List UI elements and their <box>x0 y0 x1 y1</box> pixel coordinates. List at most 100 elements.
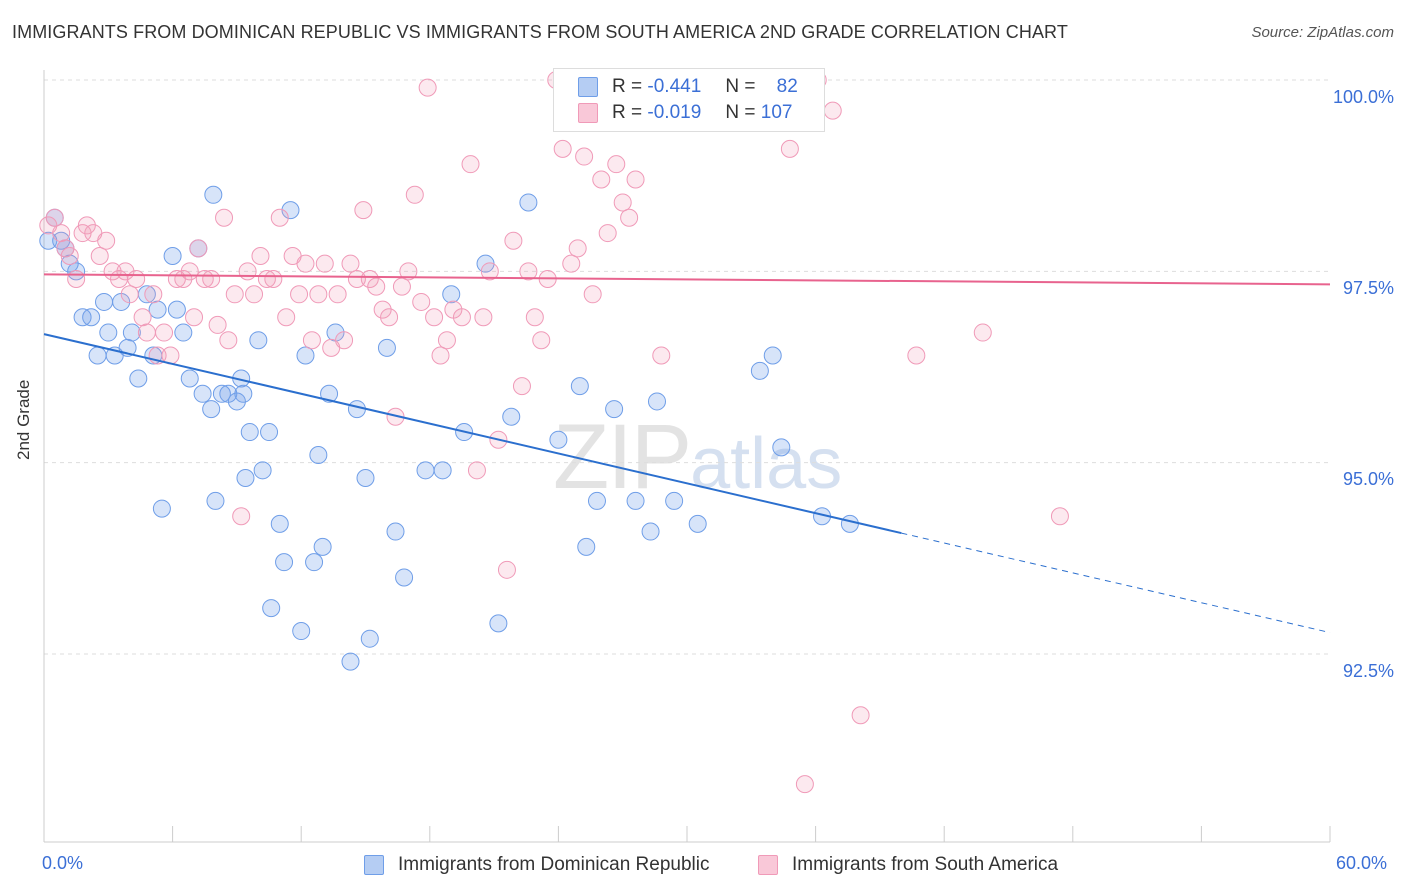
point-south-america <box>592 170 611 189</box>
point-south-america <box>519 262 538 281</box>
point-south-america <box>367 277 386 296</box>
point-south-america <box>823 101 842 120</box>
point-dominican-republic <box>174 323 193 342</box>
trendline-south-america <box>43 273 1331 286</box>
series-legend-blue: Immigrants from Dominican Republic <box>364 852 710 878</box>
point-south-america <box>232 507 251 526</box>
legend-blue-n: 82 <box>776 76 798 97</box>
point-south-america <box>780 139 799 158</box>
point-dominican-republic <box>82 308 101 327</box>
point-dominican-republic <box>549 430 568 449</box>
point-south-america <box>973 323 992 342</box>
point-south-america <box>264 269 283 288</box>
point-dominican-republic <box>320 384 339 403</box>
point-dominican-republic <box>442 285 461 304</box>
point-south-america <box>553 139 572 158</box>
point-south-america <box>347 269 366 288</box>
point-south-america <box>302 331 321 350</box>
point-dominican-republic <box>262 599 281 618</box>
point-dominican-republic <box>292 622 311 641</box>
x-tick-label-min: 0.0% <box>42 853 84 873</box>
legend-row-blue: R = -0.441 N = 82 <box>554 74 798 100</box>
point-south-america <box>620 208 639 227</box>
point-dominican-republic <box>433 461 452 480</box>
legend-swatch-pink <box>578 103 598 123</box>
point-south-america <box>270 208 289 227</box>
point-dominican-republic <box>605 400 624 419</box>
point-south-america <box>202 269 221 288</box>
trendline-dominican-republic-extension <box>901 532 1331 634</box>
point-south-america <box>296 254 315 273</box>
point-south-america <box>418 78 437 97</box>
point-dominican-republic <box>341 652 360 671</box>
point-south-america <box>431 346 450 365</box>
legend-row-pink: R = -0.019 N = 107 <box>554 100 792 126</box>
point-dominican-republic <box>688 514 707 533</box>
point-dominican-republic <box>88 346 107 365</box>
point-dominican-republic <box>570 377 589 396</box>
point-south-america <box>568 239 587 258</box>
point-south-america <box>354 201 373 220</box>
point-dominican-republic <box>163 247 182 266</box>
point-south-america <box>208 315 227 334</box>
point-south-america <box>399 262 418 281</box>
point-dominican-republic <box>281 201 300 220</box>
point-south-america <box>474 308 493 327</box>
point-south-america <box>452 308 471 327</box>
point-south-america <box>238 262 257 281</box>
point-dominican-republic <box>253 461 272 480</box>
point-dominican-republic <box>356 468 375 487</box>
point-dominican-republic <box>260 423 279 442</box>
point-dominican-republic <box>416 461 435 480</box>
point-south-america <box>652 346 671 365</box>
y-tick-label-92.5: 92.5% <box>1342 661 1394 681</box>
point-dominican-republic <box>193 384 212 403</box>
point-dominican-republic <box>309 446 328 465</box>
point-south-america <box>532 331 551 350</box>
point-south-america <box>851 706 870 725</box>
series-legend-swatch-pink <box>758 855 778 875</box>
point-south-america <box>335 331 354 350</box>
point-south-america <box>144 285 163 304</box>
point-dominican-republic <box>502 407 521 426</box>
point-dominican-republic <box>763 346 782 365</box>
point-dominican-republic <box>313 537 332 556</box>
point-dominican-republic <box>204 185 223 204</box>
point-dominican-republic <box>665 491 684 510</box>
point-south-america <box>437 331 456 350</box>
point-south-america <box>67 269 86 288</box>
y-tick-label-100: 100.0% <box>1332 87 1394 107</box>
point-south-america <box>373 300 392 319</box>
point-dominican-republic <box>249 331 268 350</box>
point-dominican-republic <box>377 338 396 357</box>
point-dominican-republic <box>641 522 660 541</box>
point-south-america <box>309 285 328 304</box>
point-south-america <box>607 155 626 174</box>
point-south-america <box>328 285 347 304</box>
point-dominican-republic <box>577 537 596 556</box>
point-south-america <box>626 170 645 189</box>
point-dominican-republic <box>180 369 199 388</box>
point-south-america <box>315 254 334 273</box>
point-south-america <box>461 155 480 174</box>
y-tick-label-97.5: 97.5% <box>1342 278 1394 298</box>
point-south-america <box>613 193 632 212</box>
point-south-america <box>380 308 399 327</box>
point-dominican-republic <box>99 323 118 342</box>
point-south-america <box>97 231 116 250</box>
point-dominican-republic <box>95 292 114 311</box>
point-dominican-republic <box>270 514 289 533</box>
point-south-america <box>257 269 276 288</box>
point-dominican-republic <box>647 392 666 411</box>
point-south-america <box>189 239 208 258</box>
legend-swatch-blue <box>578 77 598 97</box>
point-south-america <box>341 254 360 273</box>
point-dominican-republic <box>750 361 769 380</box>
point-south-america <box>277 308 296 327</box>
point-south-america <box>137 323 156 342</box>
point-dominican-republic <box>234 384 253 403</box>
point-dominican-republic <box>275 553 294 572</box>
point-south-america <box>180 262 199 281</box>
point-south-america <box>907 346 926 365</box>
